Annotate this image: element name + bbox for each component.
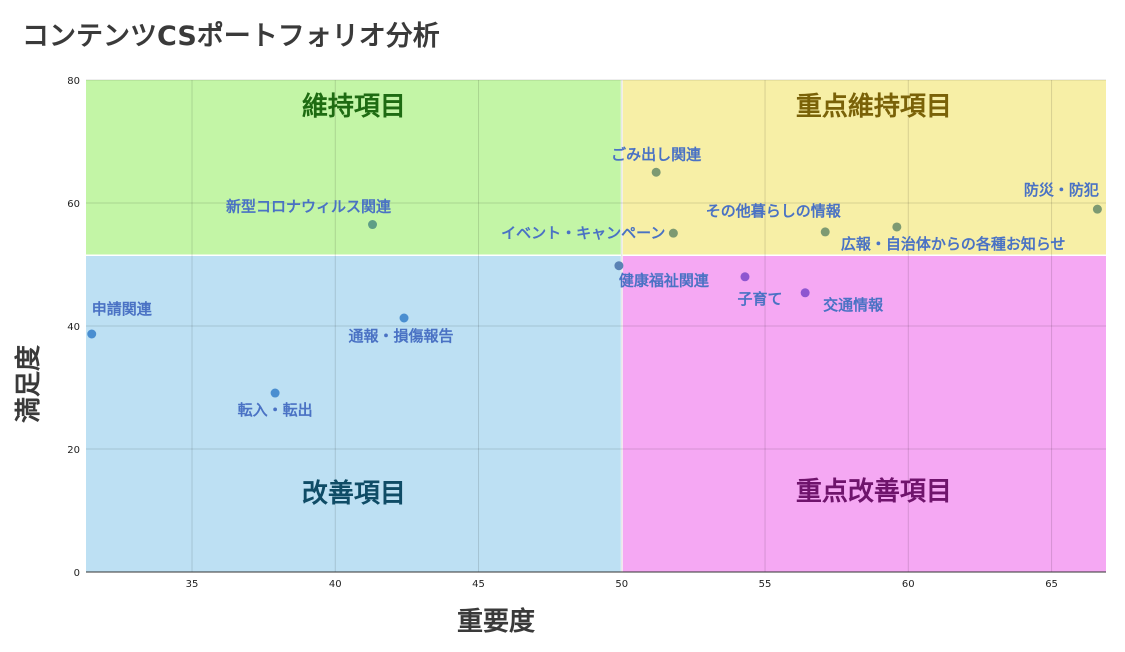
data-point-label: 申請関連 <box>92 300 153 318</box>
page-title: コンテンツCSポートフォリオ分析 <box>22 21 440 52</box>
data-point-label: 広報・自治体からの各種お知らせ <box>841 235 1066 253</box>
y-tick-label: 80 <box>67 76 80 87</box>
x-tick-label: 45 <box>472 579 485 590</box>
data-point-label: その他暮らしの情報 <box>706 202 842 220</box>
quadrant-top-right <box>621 80 1106 256</box>
data-point <box>368 220 378 230</box>
data-point-label: イベント・キャンペーン <box>501 224 665 242</box>
data-point-label: 通報・損傷報告 <box>349 327 454 345</box>
data-point-label: 転入・転出 <box>238 401 313 419</box>
axis-layer: 35 40 45 50 55 60 65 0 20 40 60 80 <box>67 76 1106 590</box>
data-point <box>87 329 97 339</box>
y-tick-label: 0 <box>74 568 80 579</box>
data-point <box>892 222 902 232</box>
data-point-label: 交通情報 <box>823 296 884 314</box>
data-point-label: 新型コロナウィルス関連 <box>226 198 392 216</box>
data-point <box>740 272 750 282</box>
quadrant-layer <box>86 80 1106 572</box>
x-tick-label: 35 <box>186 579 199 590</box>
x-tick-label: 50 <box>615 579 628 590</box>
data-point <box>668 228 678 238</box>
quadrant-top-left <box>86 80 622 256</box>
data-point-label: ごみ出し関連 <box>611 145 702 163</box>
data-point <box>800 288 810 298</box>
data-point-label: 防災・防犯 <box>1024 181 1099 199</box>
quadrant-label-top-left: 維持項目 <box>302 91 406 122</box>
y-tick-label: 20 <box>67 445 80 456</box>
data-point <box>651 167 661 177</box>
x-tick-label: 55 <box>759 579 772 590</box>
y-tick-label: 40 <box>67 322 80 333</box>
x-tick-label: 65 <box>1045 579 1058 590</box>
quadrant-label-bottom-right: 重点改善項目 <box>796 476 952 507</box>
data-point <box>399 313 409 323</box>
data-point-label: 健康福祉関連 <box>619 272 710 290</box>
quadrant-bottom-right <box>621 255 1106 572</box>
x-axis-title: 重要度 <box>457 606 535 637</box>
point-layer <box>87 167 1102 398</box>
quadrant-label-bottom-left: 改善項目 <box>302 478 406 509</box>
x-tick-label: 40 <box>329 579 342 590</box>
quadrant-label-top-right: 重点維持項目 <box>796 91 952 122</box>
data-point <box>614 261 624 271</box>
data-point <box>1092 204 1102 214</box>
data-point-label: 子育て <box>737 290 782 308</box>
x-tick-label: 60 <box>902 579 915 590</box>
data-point <box>270 388 280 398</box>
quadrant-bottom-left <box>86 255 622 572</box>
data-point <box>820 227 830 237</box>
y-tick-label: 60 <box>67 199 80 210</box>
y-axis-title: 満足度 <box>13 345 44 423</box>
